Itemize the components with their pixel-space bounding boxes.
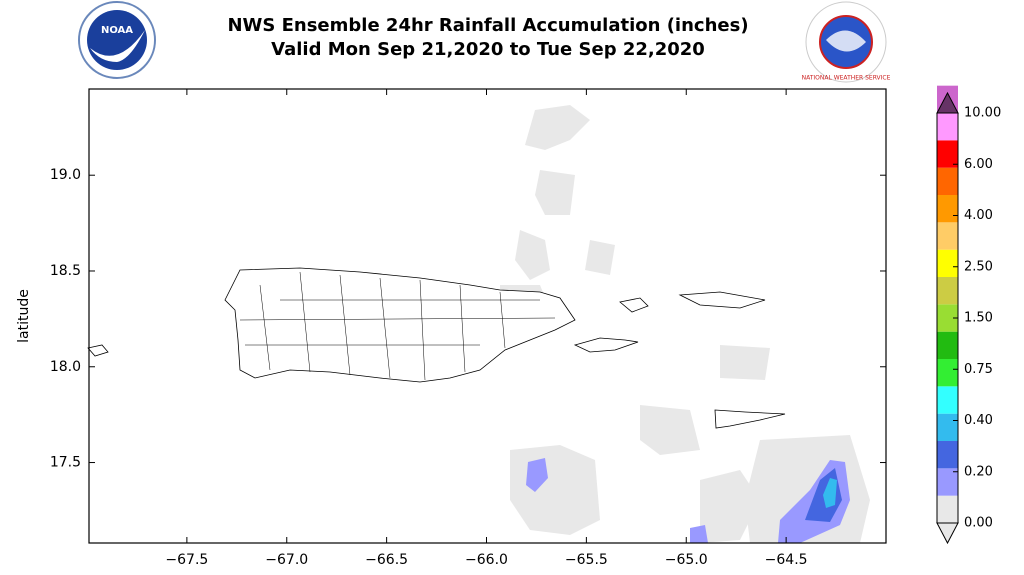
colorbar-label: 0.75 xyxy=(964,362,993,377)
y-axis-label: latitude xyxy=(16,289,32,343)
colorbar-label: 6.00 xyxy=(964,157,993,172)
x-tick-label: −67.0 xyxy=(265,552,308,568)
x-tick-label: −66.5 xyxy=(365,552,408,568)
colorbar-band xyxy=(937,468,958,496)
colorbar-label: 0.40 xyxy=(964,413,993,428)
nws-logo: NATIONAL WEATHER SERVICE xyxy=(802,1,891,83)
subtitle: Valid Mon Sep 21,2020 to Tue Sep 22,2020 xyxy=(271,39,705,60)
x-tick-label: −67.5 xyxy=(165,552,208,568)
y-tick-label: 17.5 xyxy=(50,455,81,471)
colorbar-label: 1.50 xyxy=(964,311,993,326)
y-tick-label: 18.5 xyxy=(50,263,81,279)
colorbar-band xyxy=(937,413,958,441)
x-tick-label: −64.5 xyxy=(765,552,808,568)
colorbar-extend xyxy=(936,522,959,545)
y-tick-label: 18.0 xyxy=(50,359,81,375)
colorbar-band xyxy=(937,222,958,250)
noaa-logo: NOAA xyxy=(78,1,156,79)
y-tick-label: 19.0 xyxy=(50,167,81,183)
x-tick-label: −65.0 xyxy=(665,552,708,568)
colorbar-band xyxy=(937,331,958,359)
colorbar-label: 2.50 xyxy=(964,259,993,274)
colorbar-band xyxy=(937,195,958,223)
map-area xyxy=(87,88,887,544)
colorbar-band xyxy=(937,167,958,195)
colorbar-label: 4.00 xyxy=(964,208,993,223)
colorbar-band xyxy=(937,113,958,141)
x-tick-label: −65.5 xyxy=(565,552,608,568)
coastlines xyxy=(87,267,786,429)
colorbar-band xyxy=(937,386,958,414)
colorbar-band xyxy=(937,304,958,332)
colorbar-band xyxy=(937,359,958,387)
colorbar-band xyxy=(937,140,958,168)
title: NWS Ensemble 24hr Rainfall Accumulation … xyxy=(227,15,748,36)
colorbar-band xyxy=(937,249,958,277)
colorbar-label: 0.00 xyxy=(964,516,993,531)
x-tick-label: −66.0 xyxy=(465,552,508,568)
logo-text: NATIONAL WEATHER SERVICE xyxy=(802,75,891,82)
colorbar: 0.00 0.20 0.40 0.75 1.50 2.50 4.00 6.00 10.00 xyxy=(936,85,1001,545)
colorbar-band xyxy=(937,441,958,469)
colorbar-label: 0.20 xyxy=(964,464,993,479)
colorbar-label: 10.00 xyxy=(964,106,1001,121)
axes: −67.5 −67.0 −66.5 −66.0 −65.5 −65.0 −64.5 17.5 1… xyxy=(50,89,886,568)
logo-text: NOAA xyxy=(101,25,133,36)
colorbar-band xyxy=(937,277,958,305)
colorbar-band xyxy=(937,495,958,523)
